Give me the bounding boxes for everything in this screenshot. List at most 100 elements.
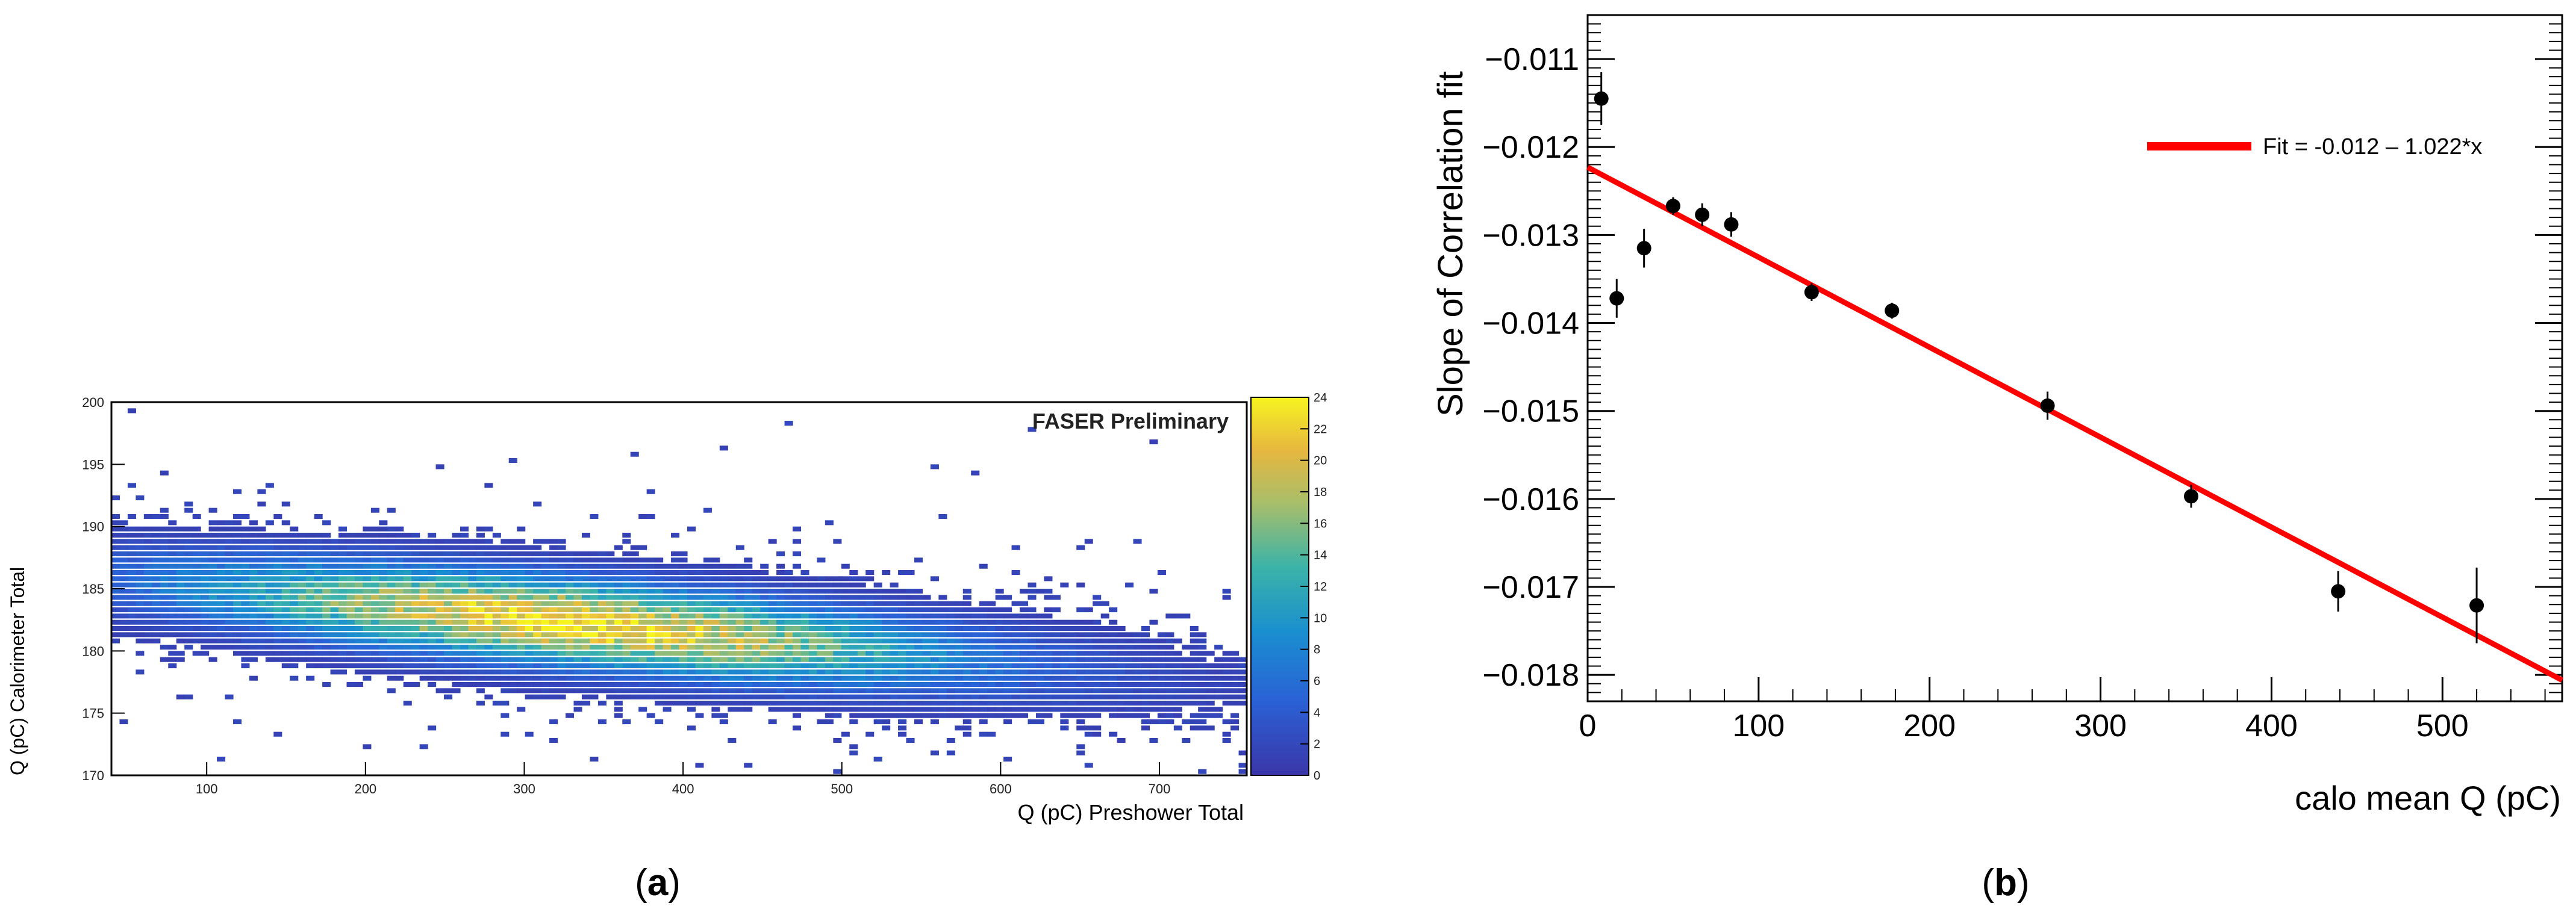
heatmap-cell [444, 657, 453, 662]
heatmap-cell [987, 731, 996, 737]
data-point [2331, 584, 2346, 599]
heatmap-cell [428, 663, 437, 669]
heatmap-cell [468, 626, 477, 631]
svg-text:(b): (b) [1982, 862, 2029, 904]
heatmap-cell [1020, 688, 1029, 693]
heatmap-cell [703, 663, 712, 669]
heatmap-cell [776, 601, 785, 606]
heatmap-cell [533, 663, 542, 669]
heatmap-cell [890, 682, 899, 687]
heatmap-cell [476, 638, 485, 644]
heatmap-cell [606, 570, 615, 575]
heatmap-cell [590, 645, 599, 650]
heatmap-cell [857, 675, 866, 681]
heatmap-cell [476, 645, 485, 650]
heatmap-cell [1068, 669, 1077, 675]
heatmap-cell [484, 626, 493, 631]
heatmap-cell [711, 613, 720, 619]
heatmap-cell [241, 601, 250, 606]
heatmap-cell [1190, 713, 1199, 718]
heatmap-cell [111, 613, 120, 619]
heatmap-cell [655, 645, 664, 650]
heatmap-cell [995, 632, 1004, 637]
heatmap-cell [476, 613, 485, 619]
heatmap-cell [1011, 713, 1020, 718]
heatmap-cell [444, 694, 453, 699]
heatmap-cell [225, 539, 234, 544]
heatmap-cell [306, 582, 315, 588]
heatmap-cell [549, 576, 558, 582]
heatmap-cell [387, 601, 396, 606]
heatmap-cell [614, 669, 623, 675]
heatmap-cell [817, 595, 826, 600]
heatmap-cell [784, 607, 793, 613]
heatmap-cell [581, 663, 590, 669]
heatmap-cell [793, 682, 802, 687]
heatmap-cell [930, 688, 939, 693]
heatmap-cell [217, 533, 226, 538]
heatmap-cell [160, 507, 169, 513]
heatmap-cell [638, 582, 647, 588]
heatmap-cell [1173, 694, 1182, 699]
heatmap-cell [273, 613, 282, 619]
heatmap-cell [1182, 645, 1191, 650]
heatmap-cell [1076, 638, 1085, 644]
heatmap-cell [1157, 688, 1166, 693]
heatmap-cell [411, 657, 420, 662]
heatmap-cell [622, 539, 631, 544]
heatmap-cell [597, 645, 607, 650]
heatmap-cell [590, 632, 599, 637]
heatmap-cell [1206, 694, 1215, 699]
heatmap-cell [597, 607, 607, 613]
heatmap-cell [663, 663, 672, 669]
heatmap-cell [201, 557, 210, 563]
heatmap-cell [1076, 645, 1085, 650]
heatmap-cell [646, 682, 655, 687]
heatmap-cell [273, 514, 282, 520]
heatmap-cell [208, 607, 217, 613]
heatmap-cell [793, 657, 802, 662]
heatmap-cell [979, 682, 988, 687]
heatmap-cell [306, 675, 315, 681]
heatmap-cell [695, 694, 704, 699]
heatmap-cell [695, 601, 704, 606]
heatmap-cell [379, 570, 388, 575]
heatmap-cell [363, 595, 372, 600]
heatmap-cell [987, 626, 996, 631]
heatmap-cell [849, 601, 858, 606]
heatmap-cell [460, 557, 469, 563]
heatmap-cell [898, 607, 907, 613]
heatmap-cell [111, 520, 120, 526]
heatmap-cell [143, 557, 152, 563]
heatmap-cell [232, 607, 242, 613]
heatmap-cell [566, 551, 575, 557]
heatmap-cell [476, 595, 485, 600]
heatmap-cell [719, 657, 728, 662]
heatmap-cell [955, 657, 964, 662]
heatmap-cell [1165, 663, 1174, 669]
heatmap-cell [168, 613, 177, 619]
heatmap-cell [581, 682, 590, 687]
heatmap-cell [468, 675, 477, 681]
heatmap-cell [460, 651, 469, 656]
heatmap-cell [914, 663, 923, 669]
heatmap-cell [1044, 645, 1053, 650]
heatmap-cell [387, 582, 396, 588]
heatmap-cell [501, 557, 510, 563]
heatmap-cell [833, 669, 842, 675]
heatmap-cell [354, 589, 363, 594]
heatmap-cell [281, 501, 290, 507]
heatmap-cell [370, 601, 379, 606]
heatmap-cell [119, 613, 128, 619]
heatmap-cell [127, 613, 136, 619]
heatmap-cell [719, 694, 728, 699]
heatmap-cell [444, 589, 453, 594]
heatmap-cell [1028, 707, 1037, 712]
heatmap-cell [630, 563, 639, 569]
heatmap-cell [890, 613, 899, 619]
heatmap-cell [711, 688, 720, 693]
heatmap-cell [614, 632, 623, 637]
heatmap-cell [508, 632, 517, 637]
heatmap-cell [1003, 707, 1012, 712]
heatmap-cell [930, 619, 939, 625]
